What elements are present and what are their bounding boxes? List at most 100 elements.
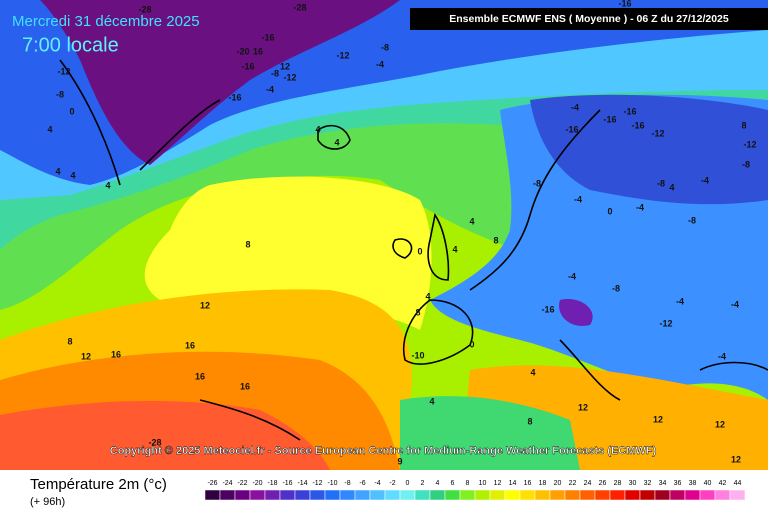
scale-label: 34 (659, 480, 667, 487)
contour-label: -16 (261, 32, 274, 42)
scandinavia-cold (530, 94, 768, 205)
scale-label: -16 (282, 480, 292, 487)
contour-label: 9 (397, 456, 402, 466)
contour-label: 12 (715, 419, 725, 429)
contour-label: 16 (240, 381, 250, 391)
contour-label: -4 (731, 299, 739, 309)
contour-label: -4 (571, 102, 579, 112)
contour-label: 0 (469, 339, 474, 349)
scale-label: 2 (421, 480, 425, 487)
contour-label: -8 (56, 89, 64, 99)
scale-label: -14 (297, 480, 307, 487)
scale-label: -12 (312, 480, 322, 487)
contour-label: -12 (743, 139, 756, 149)
band-red (0, 400, 330, 470)
contour-label: -12 (336, 50, 349, 60)
scale-cell (519, 489, 536, 501)
contour-label: -16 (228, 92, 241, 102)
scale-cell (429, 489, 446, 501)
scale-label: 8 (466, 480, 470, 487)
scale-cell (279, 489, 296, 501)
scale-cell (549, 489, 566, 501)
contour-label: -8 (271, 68, 279, 78)
scale-label: 42 (719, 480, 727, 487)
scale-cell (324, 489, 341, 501)
scale-label: 0 (406, 480, 410, 487)
scale-label: 22 (569, 480, 577, 487)
contour-label: -4 (718, 351, 726, 361)
contour-label: -16 (241, 61, 254, 71)
scale-label: -20 (252, 480, 262, 487)
scale-label: 12 (494, 480, 502, 487)
contour-label: 16 (185, 340, 195, 350)
band-yellow (144, 176, 432, 330)
time-label: 7:00 locale (22, 34, 119, 56)
contour-label: 12 (280, 61, 290, 71)
model-label: Ensemble ECMWF ENS ( Moyenne ) - 06 Z du… (449, 13, 729, 25)
scale-cell (564, 489, 581, 501)
scale-label: -10 (327, 480, 337, 487)
scale-cell (609, 489, 626, 501)
scale-cell (654, 489, 671, 501)
contour-label: 8 (415, 307, 420, 317)
contour-label: 4 (70, 170, 75, 180)
scale-label: 6 (451, 480, 455, 487)
coastlines (59, 59, 768, 441)
scale-cell (444, 489, 461, 501)
scale-cell (714, 489, 731, 501)
color-scale: -26 -24 -22 -20 -18 -16 -14 -12 -10 -8 -6 -4 -2 0 2 4 6 8… (204, 480, 746, 501)
scale-cell (624, 489, 641, 501)
contour-label: -8 (742, 159, 750, 169)
scale-label: 36 (674, 480, 682, 487)
scale-cell (414, 489, 431, 501)
scale-label: -18 (267, 480, 277, 487)
contour-label: -12 (651, 128, 664, 138)
scale-cell (594, 489, 611, 501)
scale-cell (489, 489, 506, 501)
contour-label: 0 (417, 246, 422, 256)
scale-cell (684, 489, 701, 501)
model-box (410, 8, 768, 30)
scale-label: 18 (539, 480, 547, 487)
contour-label: 8 (245, 239, 250, 249)
contour-label: -4 (676, 296, 684, 306)
contour-label: 12 (200, 300, 210, 310)
contour-label: 12 (81, 351, 91, 361)
contour-label: -20 (236, 46, 249, 56)
contour-label: -8 (657, 178, 665, 188)
scale-cell (639, 489, 656, 501)
scale-cell (579, 489, 596, 501)
scale-label: 16 (524, 480, 532, 487)
scale-cell (669, 489, 686, 501)
scale-label: 4 (436, 480, 440, 487)
scale-cell (474, 489, 491, 501)
contour-label: -4 (266, 84, 274, 94)
contour-label: 4 (669, 182, 674, 192)
contour-label: 8 (493, 235, 498, 245)
contour-label: 4 (429, 396, 434, 406)
scale-label: 24 (584, 480, 592, 487)
contour-label: 4 (47, 124, 52, 134)
contour-label: -16 (541, 304, 554, 314)
contour-label: 16 (111, 349, 121, 359)
contour-label: -4 (568, 271, 576, 281)
contour-label: -12 (659, 318, 672, 328)
scale-label: 26 (599, 480, 607, 487)
scale-cell (534, 489, 551, 501)
contour-label: 0 (607, 206, 612, 216)
scale-cell (369, 489, 386, 501)
date-label: Mercredi 31 décembre 2025 (12, 13, 200, 30)
scale-cell (399, 489, 416, 501)
scale-label: 10 (479, 480, 487, 487)
contour-label: -8 (612, 283, 620, 293)
scale-cell (294, 489, 311, 501)
contour-label: 4 (469, 216, 474, 226)
contour-label: 4 (55, 166, 60, 176)
contour-label: -12 (57, 66, 70, 76)
contour-label: -28 (138, 4, 151, 14)
contour-label: -4 (636, 202, 644, 212)
scale-label: 20 (554, 480, 562, 487)
scale-label: -26 (207, 480, 217, 487)
contour-label: 16 (195, 371, 205, 381)
